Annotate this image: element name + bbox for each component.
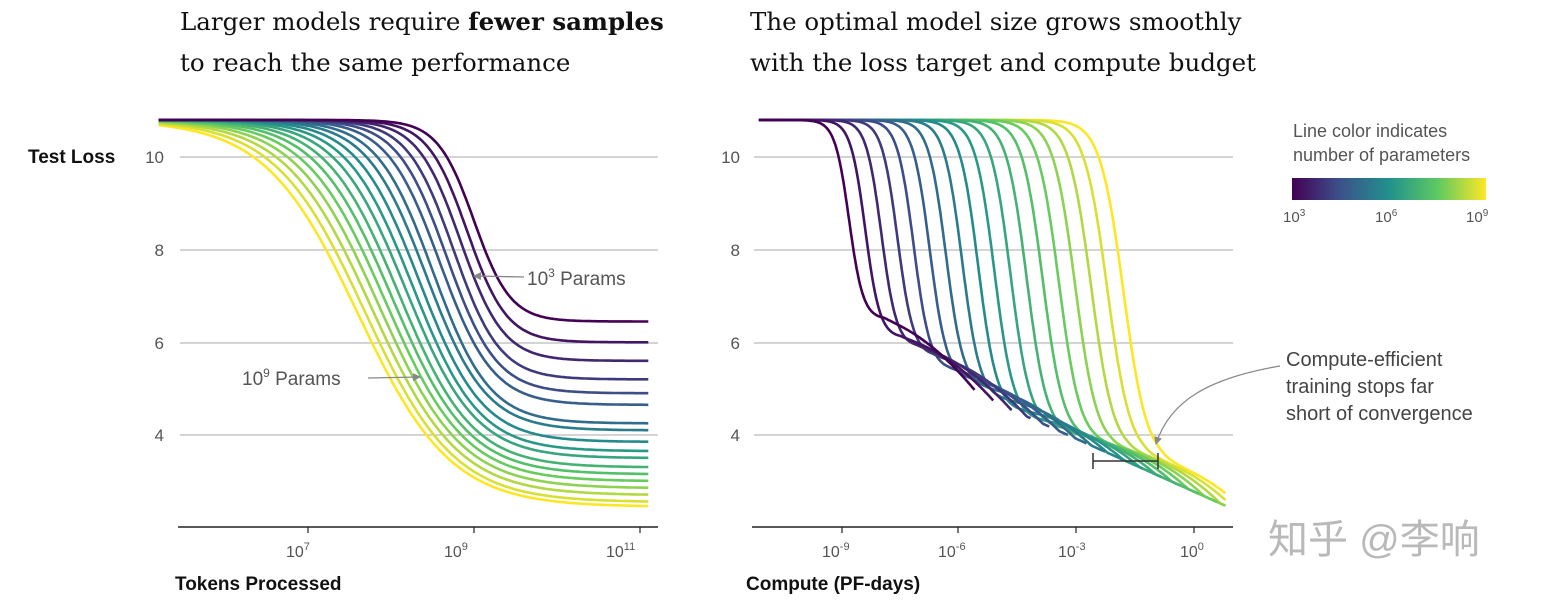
right-xtick-label: 10-6 (938, 541, 966, 561)
left-xtick-label: 1011 (606, 541, 635, 561)
right-xtick-label: 10-3 (1058, 541, 1086, 561)
right-xtick-label: 10-9 (822, 541, 850, 561)
colorbar-legend: Line color indicates number of parameter… (1283, 121, 1489, 226)
compute-efficient-bracket (1092, 453, 1159, 469)
right-ytick-label: 4 (731, 426, 740, 445)
annotation-small-model: 103 Params (527, 266, 626, 290)
left-xtick-label: 109 (444, 541, 468, 561)
left-title-line1: Larger models require fewer samples (180, 7, 664, 36)
left-xtick-label: 107 (286, 541, 310, 561)
left-ytick-label: 10 (145, 148, 164, 167)
annotation-compute-line2: training stops far (1286, 376, 1434, 398)
left-series-16 (158, 121, 649, 496)
left-ytick-label: 4 (155, 426, 164, 445)
left-series-2 (158, 118, 649, 344)
annotation-compute-line1: Compute-efficient (1286, 349, 1443, 371)
left-ytick-label: 8 (155, 241, 164, 260)
left-series-12 (158, 119, 649, 469)
annotation-compute-line3: short of convergence (1286, 403, 1473, 425)
left-ylabel: Test Loss (28, 147, 115, 168)
left-series-18 (158, 123, 649, 508)
right-series-13 (841, 118, 1200, 495)
right-title-line2: with the loss target and compute budget (750, 48, 1256, 77)
left-series-1 (158, 118, 649, 323)
right-series-4 (758, 118, 1032, 420)
right-panel: The optimal model size grows smoothly wi… (721, 7, 1473, 595)
right-ytick-label: 6 (731, 334, 740, 353)
right-series-6 (758, 118, 1069, 437)
right-series-2 (758, 118, 995, 402)
right-xlabel: Compute (PF-days) (746, 574, 920, 595)
right-series-15 (874, 118, 1226, 507)
right-series-7 (758, 118, 1088, 445)
left-series-17 (158, 122, 649, 503)
left-panel: Larger models require fewer samples to r… (28, 7, 664, 595)
left-title-line2: to reach the same performance (180, 48, 570, 77)
legend-title-line1: Line color indicates (1293, 121, 1447, 141)
colorbar (1292, 178, 1486, 200)
colorbar-tick-label: 109 (1466, 208, 1489, 226)
left-series-group (158, 118, 649, 508)
annotation-arrow-large-model (367, 373, 421, 382)
right-title-line1: The optimal model size grows smoothly (750, 7, 1242, 36)
left-ytick-label: 6 (155, 334, 164, 353)
left-series-5 (158, 118, 649, 395)
right-ytick-label: 8 (731, 241, 740, 260)
right-series-group (758, 118, 1227, 507)
right-series-1 (758, 118, 976, 391)
right-series-5 (758, 118, 1050, 428)
legend-title-line2: number of parameters (1293, 145, 1470, 165)
left-xlabel: Tokens Processed (175, 574, 342, 595)
right-series-14 (857, 118, 1218, 504)
left-series-13 (158, 119, 649, 476)
annotation-arrow-compute (1154, 365, 1281, 445)
annotation-arrow-small-model (473, 272, 525, 281)
left-series-15 (158, 120, 649, 489)
watermark: 知乎 @李响 (1268, 518, 1480, 562)
right-xtick-label: 100 (1180, 541, 1204, 561)
colorbar-tick-label: 106 (1375, 208, 1398, 226)
colorbar-tick-label: 103 (1283, 208, 1306, 226)
annotation-large-model: 109 Params (242, 366, 341, 390)
right-ytick-label: 10 (721, 148, 740, 167)
left-series-14 (158, 119, 649, 483)
